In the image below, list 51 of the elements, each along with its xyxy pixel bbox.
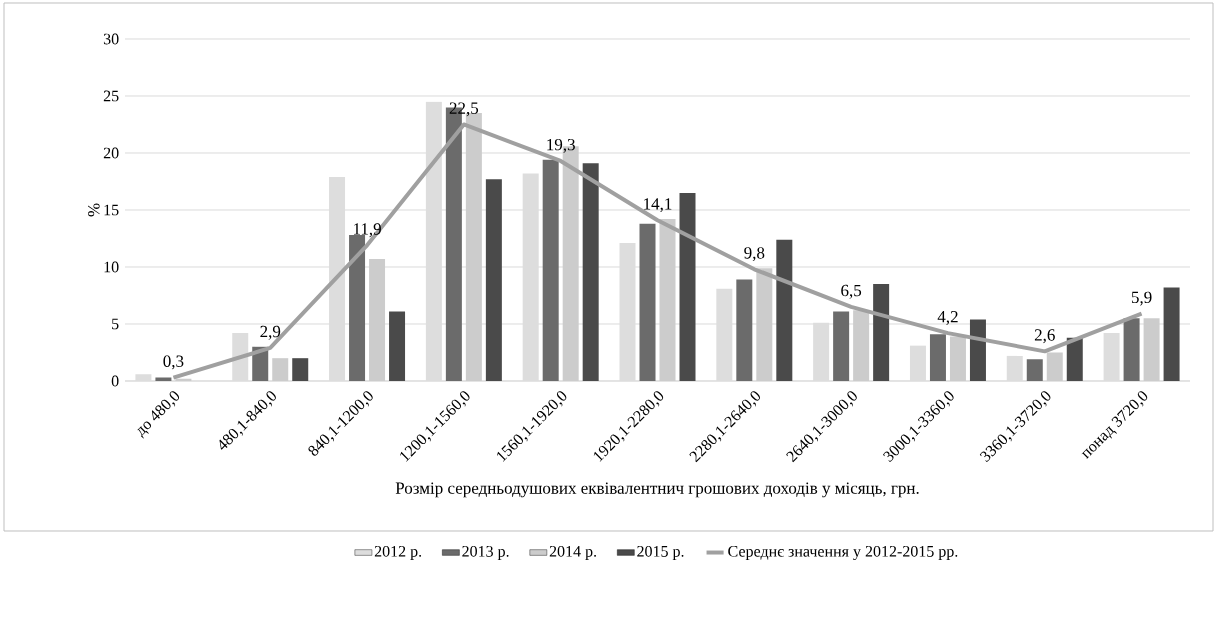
data-label: 5,9 <box>1131 291 1152 306</box>
y-tick-label: 0 <box>111 375 119 387</box>
y-tick-label: 30 <box>103 33 119 45</box>
bar <box>969 319 986 381</box>
bar <box>909 345 926 381</box>
y-tick-label: 15 <box>104 204 119 216</box>
legend-label: Середнє значення у 2012-2015 рр. <box>728 545 958 561</box>
data-label: 0,3 <box>163 355 184 370</box>
bar <box>776 239 793 381</box>
data-label: 6,5 <box>841 284 862 299</box>
legend-label: 2014 р. <box>549 545 597 560</box>
bar <box>135 374 152 381</box>
data-label: 2,9 <box>260 325 281 340</box>
data-label: 2,6 <box>1034 329 1055 344</box>
data-label: 14,1 <box>644 198 672 213</box>
data-label: 19,3 <box>547 138 575 153</box>
bar <box>349 235 366 381</box>
bar <box>1066 337 1083 381</box>
bar <box>639 223 656 381</box>
x-axis-title: Розмір середньодушових еквівалентнич грошових доходів у місяць, грн. <box>395 482 919 498</box>
bar <box>292 358 309 381</box>
bar <box>1026 359 1043 381</box>
bar <box>542 159 559 381</box>
bar <box>1123 318 1140 381</box>
data-label: 22,5 <box>449 102 479 117</box>
bar <box>833 311 850 381</box>
bar <box>736 279 753 381</box>
legend-label: 2012 р. <box>374 545 422 560</box>
legend-label: 2015 р. <box>637 545 684 560</box>
bar <box>485 179 502 381</box>
bar <box>929 334 946 381</box>
y-tick-label: 10 <box>104 261 119 273</box>
data-label: 4,2 <box>937 311 958 325</box>
y-tick-label: 20 <box>103 147 119 159</box>
bar <box>679 192 696 381</box>
bar <box>389 311 406 381</box>
y-axis-title: % <box>88 203 100 217</box>
bar <box>873 284 890 381</box>
bar <box>1046 352 1063 381</box>
y-tick-label: 25 <box>103 90 119 102</box>
bar <box>1163 287 1180 381</box>
legend-label: 2013 р. <box>462 545 509 560</box>
bar <box>582 163 599 381</box>
bar <box>1006 355 1023 381</box>
data-label: 11,9 <box>353 223 381 238</box>
bar <box>1103 333 1120 381</box>
bar <box>949 336 966 381</box>
y-tick-label: 5 <box>112 318 119 330</box>
bar <box>232 333 249 381</box>
bar <box>272 358 289 381</box>
data-label: 9,8 <box>744 247 765 262</box>
